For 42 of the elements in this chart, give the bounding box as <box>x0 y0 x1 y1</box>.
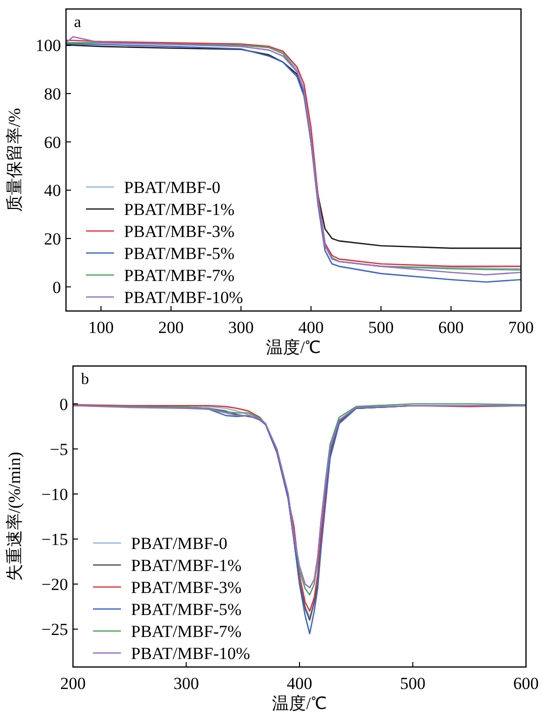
y-tick-label: 0 <box>52 278 61 297</box>
legend-label: PBAT/MBF-0 <box>131 534 228 553</box>
legend-label: PBAT/MBF-1% <box>124 200 235 219</box>
y-tick-label: −20 <box>41 575 68 594</box>
x-tick-label: 300 <box>228 318 254 337</box>
legend-label: PBAT/MBF-10% <box>124 288 244 307</box>
legend-label: PBAT/MBF-7% <box>131 622 242 641</box>
y-tick-label: 40 <box>44 181 61 200</box>
legend-label: PBAT/MBF-5% <box>124 244 235 263</box>
y-tick-label: 80 <box>44 84 61 104</box>
x-tick-label: 300 <box>174 674 199 693</box>
x-tick-label: 500 <box>368 318 394 337</box>
x-tick-label: 400 <box>298 318 324 337</box>
y-tick-label: −25 <box>41 620 68 640</box>
legend-label: PBAT/MBF-0 <box>124 178 220 197</box>
y-tick-label: 0 <box>60 394 68 414</box>
y-axis-title: 质量保留率/% <box>5 108 24 212</box>
y-tick-label: −15 <box>41 530 68 550</box>
x-tick-label: 600 <box>438 318 464 337</box>
x-axis-title: 温度/℃ <box>266 338 321 357</box>
x-tick-label: 600 <box>513 674 539 693</box>
x-tick-label: 100 <box>88 318 114 337</box>
legend-label: PBAT/MBF-3% <box>131 578 242 597</box>
legend-label: PBAT/MBF-1% <box>131 556 242 575</box>
legend-label: PBAT/MBF-7% <box>124 266 235 285</box>
y-axis-title: 失重速率/(%/min) <box>5 452 24 582</box>
legend-label: PBAT/MBF-3% <box>124 222 235 241</box>
x-axis-title: 温度/℃ <box>272 694 327 713</box>
y-tick-label: 100 <box>36 36 61 56</box>
legend-label: PBAT/MBF-10% <box>131 644 250 663</box>
x-tick-label: 200 <box>60 674 86 693</box>
annotation: a <box>74 14 82 31</box>
x-tick-label: 200 <box>158 318 184 337</box>
y-tick-label: −10 <box>41 484 68 504</box>
x-tick-label: 500 <box>400 674 426 693</box>
y-tick-label: 60 <box>44 132 61 152</box>
y-tick-label: −5 <box>50 440 68 459</box>
legend-label: PBAT/MBF-5% <box>131 600 242 619</box>
x-tick-label: 400 <box>286 674 312 693</box>
annotation: b <box>81 371 89 388</box>
x-tick-label: 700 <box>508 318 534 337</box>
y-tick-label: 20 <box>44 230 61 249</box>
